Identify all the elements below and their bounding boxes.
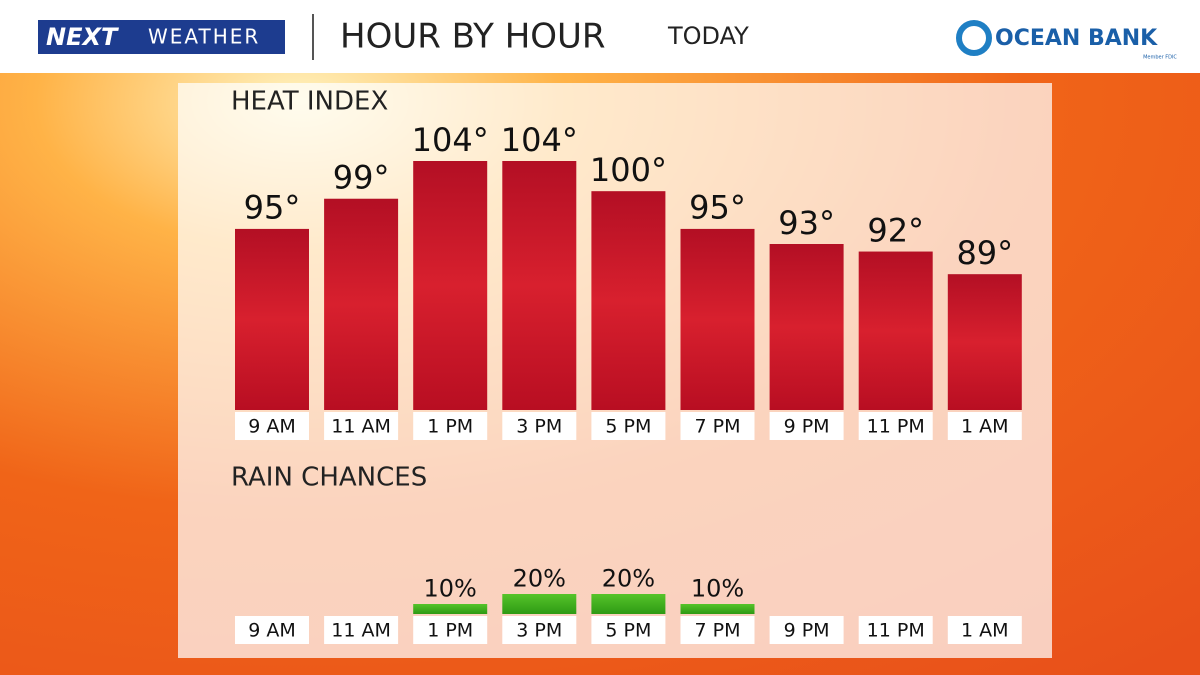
x-tick-label: 5 PM [605, 416, 651, 438]
x-tick-label: 5 PM [605, 620, 651, 642]
x-tick-label: 3 PM [516, 416, 562, 438]
value-label: 93° [778, 204, 835, 242]
brand-box [38, 20, 285, 54]
bar [324, 198, 399, 410]
value-label: 104° [412, 121, 489, 159]
x-tick-label: 1 AM [961, 620, 1009, 642]
category-box [324, 412, 399, 440]
category-box [413, 616, 488, 644]
category-box [324, 616, 399, 644]
value-label: 89° [956, 234, 1013, 272]
value-label: 92° [867, 211, 924, 249]
x-tick-label: 9 PM [784, 416, 830, 438]
x-tick-label: 7 PM [695, 620, 741, 642]
category-box [947, 412, 1022, 440]
value-label: 10% [424, 575, 477, 603]
chart-title: RAIN CHANCES [231, 463, 427, 493]
bar [591, 594, 666, 614]
bar [502, 594, 577, 614]
x-tick-label: 11 PM [867, 416, 925, 438]
category-box [680, 412, 755, 440]
bar [769, 244, 844, 410]
category-box [502, 412, 577, 440]
value-label: 95° [689, 189, 746, 227]
value-label: 104° [501, 121, 578, 159]
value-label: 20% [513, 565, 566, 593]
header-subtitle: TODAY [667, 22, 749, 50]
x-tick-label: 1 PM [427, 416, 473, 438]
value-label: 99° [333, 159, 390, 197]
bar [413, 604, 488, 614]
bar [680, 604, 755, 614]
bar [947, 274, 1022, 410]
sponsor-note: Member FDIC [1143, 55, 1177, 61]
bar [680, 228, 755, 410]
bar [413, 161, 488, 410]
sponsor-name: OCEAN BANK [995, 26, 1158, 51]
x-tick-label: 3 PM [516, 620, 562, 642]
bar [235, 228, 309, 410]
x-tick-label: 1 AM [961, 416, 1009, 438]
brand-next: NEXT [46, 23, 119, 51]
category-box [680, 616, 755, 644]
x-tick-label: 9 PM [784, 620, 830, 642]
x-tick-label: 11 AM [331, 416, 391, 438]
category-box [591, 412, 666, 440]
category-box [413, 412, 488, 440]
value-label: 95° [244, 189, 301, 227]
category-box [502, 616, 577, 644]
value-label: 10% [691, 575, 744, 603]
value-label: 20% [602, 565, 655, 593]
x-tick-label: 11 PM [867, 620, 925, 642]
x-tick-label: 11 AM [331, 620, 391, 642]
category-box [769, 412, 844, 440]
header-title: HOUR BY HOUR [340, 17, 606, 57]
bar [502, 161, 577, 410]
category-box [947, 616, 1022, 644]
category-box [769, 616, 844, 644]
x-tick-label: 1 PM [427, 620, 473, 642]
x-tick-label: 9 AM [248, 416, 296, 438]
category-box [858, 616, 933, 644]
chart-title: HEAT INDEX [231, 87, 388, 117]
brand-weather: WEATHER [148, 25, 260, 49]
x-tick-label: 7 PM [695, 416, 741, 438]
sponsor-logo [956, 20, 992, 56]
category-box [858, 412, 933, 440]
bar [858, 251, 933, 410]
value-label: 100° [590, 151, 667, 189]
bar [591, 191, 666, 410]
category-box [591, 616, 666, 644]
x-tick-label: 9 AM [248, 620, 296, 642]
category-box [235, 616, 309, 644]
category-box [235, 412, 309, 440]
